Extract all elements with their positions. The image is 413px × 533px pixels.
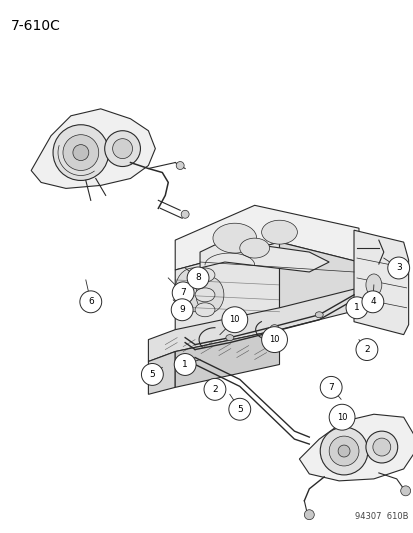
Circle shape bbox=[337, 445, 349, 457]
Circle shape bbox=[328, 404, 354, 430]
Circle shape bbox=[345, 297, 367, 319]
Circle shape bbox=[372, 438, 390, 456]
Ellipse shape bbox=[195, 268, 214, 282]
Circle shape bbox=[181, 211, 189, 218]
Polygon shape bbox=[199, 240, 328, 272]
Ellipse shape bbox=[365, 274, 381, 296]
Circle shape bbox=[73, 144, 88, 160]
Text: 1: 1 bbox=[353, 303, 359, 312]
Circle shape bbox=[221, 307, 247, 333]
Polygon shape bbox=[148, 288, 358, 361]
Circle shape bbox=[187, 267, 209, 289]
Circle shape bbox=[304, 510, 313, 520]
Circle shape bbox=[63, 135, 98, 171]
Ellipse shape bbox=[315, 312, 323, 318]
Ellipse shape bbox=[175, 268, 211, 312]
Circle shape bbox=[365, 431, 397, 463]
Text: 10: 10 bbox=[229, 315, 240, 324]
Ellipse shape bbox=[195, 303, 214, 317]
Polygon shape bbox=[175, 242, 279, 340]
Circle shape bbox=[141, 364, 163, 385]
Ellipse shape bbox=[225, 335, 233, 341]
Text: 8: 8 bbox=[195, 273, 200, 282]
Text: 7: 7 bbox=[328, 383, 333, 392]
Text: 6: 6 bbox=[88, 297, 93, 306]
Polygon shape bbox=[175, 205, 358, 270]
Text: 1: 1 bbox=[182, 360, 188, 369]
Text: 2: 2 bbox=[363, 345, 369, 354]
Ellipse shape bbox=[261, 220, 297, 244]
Circle shape bbox=[172, 282, 194, 304]
Circle shape bbox=[355, 338, 377, 360]
Text: 7: 7 bbox=[180, 288, 185, 297]
Text: 9: 9 bbox=[179, 305, 185, 314]
Ellipse shape bbox=[270, 325, 278, 330]
Circle shape bbox=[176, 161, 184, 169]
Text: 10: 10 bbox=[268, 335, 279, 344]
Text: 7-610C: 7-610C bbox=[11, 19, 61, 33]
Ellipse shape bbox=[196, 277, 223, 313]
Circle shape bbox=[171, 299, 192, 321]
Circle shape bbox=[320, 427, 367, 475]
Text: 10: 10 bbox=[336, 413, 347, 422]
Circle shape bbox=[104, 131, 140, 166]
Circle shape bbox=[328, 436, 358, 466]
Ellipse shape bbox=[212, 223, 256, 253]
Text: 94307  610B: 94307 610B bbox=[354, 512, 408, 521]
Circle shape bbox=[204, 378, 225, 400]
Text: 4: 4 bbox=[369, 297, 375, 306]
Polygon shape bbox=[148, 352, 175, 394]
Text: 3: 3 bbox=[395, 263, 401, 272]
Polygon shape bbox=[299, 414, 413, 481]
Circle shape bbox=[320, 376, 341, 398]
Circle shape bbox=[261, 327, 287, 352]
Text: 2: 2 bbox=[211, 385, 217, 394]
Polygon shape bbox=[175, 330, 279, 387]
Circle shape bbox=[53, 125, 108, 181]
Circle shape bbox=[387, 257, 408, 279]
Circle shape bbox=[400, 486, 410, 496]
Circle shape bbox=[228, 398, 250, 420]
Circle shape bbox=[174, 353, 196, 375]
Text: 5: 5 bbox=[149, 370, 155, 379]
Ellipse shape bbox=[195, 288, 214, 302]
Polygon shape bbox=[279, 242, 358, 315]
Circle shape bbox=[80, 291, 102, 313]
Ellipse shape bbox=[239, 238, 269, 258]
Text: 5: 5 bbox=[236, 405, 242, 414]
Polygon shape bbox=[31, 109, 155, 188]
Circle shape bbox=[361, 291, 383, 313]
Circle shape bbox=[112, 139, 132, 158]
Polygon shape bbox=[353, 230, 408, 335]
